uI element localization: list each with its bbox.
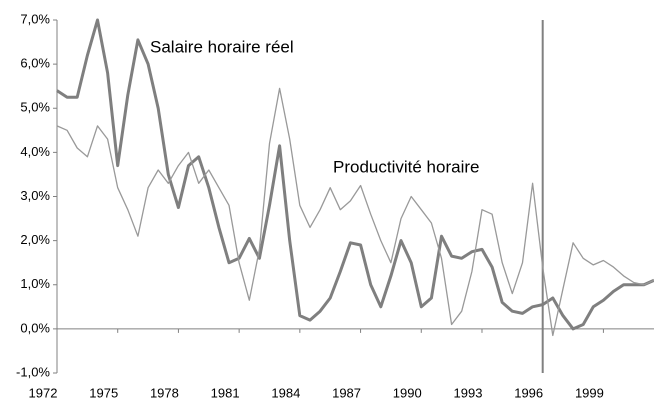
y-tick-label: 7,0%: [20, 11, 50, 26]
y-tick-label: 0,0%: [20, 320, 50, 335]
series-line: [56, 87, 654, 337]
x-tick-label: 1990: [393, 385, 422, 400]
y-tick-label: -1,0%: [16, 364, 50, 379]
annotation: Salaire horaire réel: [150, 37, 294, 56]
y-tick-label: 3,0%: [20, 188, 50, 203]
x-tick-label: 1999: [575, 385, 604, 400]
x-tick-label: 1987: [332, 385, 361, 400]
annotation: Productivité horaire: [333, 157, 479, 176]
y-tick-label: 1,0%: [20, 276, 50, 291]
x-tick-label: 1993: [454, 385, 483, 400]
x-tick-label: 1984: [271, 385, 300, 400]
y-tick-label: 5,0%: [20, 100, 50, 115]
x-tick-label: 1981: [211, 385, 240, 400]
x-tick-label: 1978: [150, 385, 179, 400]
y-tick-label: 6,0%: [20, 56, 50, 71]
x-tick-label: 1975: [89, 385, 118, 400]
x-tick-label: 1972: [29, 385, 58, 400]
y-tick-label: 4,0%: [20, 144, 50, 159]
y-tick-label: 2,0%: [20, 232, 50, 247]
x-tick-label: 1996: [514, 385, 543, 400]
series-line: [56, 18, 654, 331]
